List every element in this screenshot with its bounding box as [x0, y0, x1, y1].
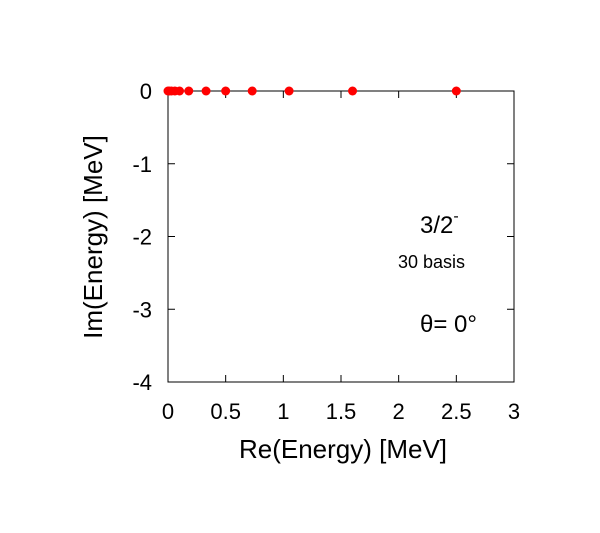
x-axis-title: Re(Energy) [MeV]	[239, 434, 447, 464]
state-label-main: 3/2	[420, 212, 453, 239]
data-point	[221, 86, 231, 96]
y-tick-label: -2	[132, 225, 152, 250]
data-point	[284, 86, 294, 96]
y-tick-label: -4	[132, 370, 152, 395]
x-tick-label: 0	[162, 399, 174, 424]
basis-label: 30 basis	[398, 252, 465, 272]
y-tick-label: 0	[140, 79, 152, 104]
data-point	[451, 86, 461, 96]
y-tick-label: -3	[132, 297, 152, 322]
ticks: 0 0.5 1 1.5 2 2.5 3 0 -1 -2 -3 -4	[132, 79, 520, 424]
x-tick-label: 3	[508, 399, 520, 424]
data-point	[175, 86, 185, 96]
state-label-superscript: -	[453, 208, 458, 225]
state-label: 3/2-	[420, 208, 459, 239]
data-points	[163, 86, 461, 96]
y-tick-label: -1	[132, 152, 152, 177]
plot-frame	[167, 90, 515, 383]
data-point	[348, 86, 358, 96]
x-tick-label: 1.5	[326, 399, 357, 424]
data-point	[201, 86, 211, 96]
axes	[167, 90, 515, 383]
x-tick-label: 2	[393, 399, 405, 424]
data-point	[184, 86, 194, 96]
x-tick-label: 2.5	[441, 399, 472, 424]
x-tick-label: 0.5	[210, 399, 241, 424]
data-point	[247, 86, 257, 96]
theta-label: θ= 0°	[420, 311, 477, 338]
y-axis-title: Im(Energy) [MeV]	[78, 135, 108, 339]
x-tick-label: 1	[277, 399, 289, 424]
